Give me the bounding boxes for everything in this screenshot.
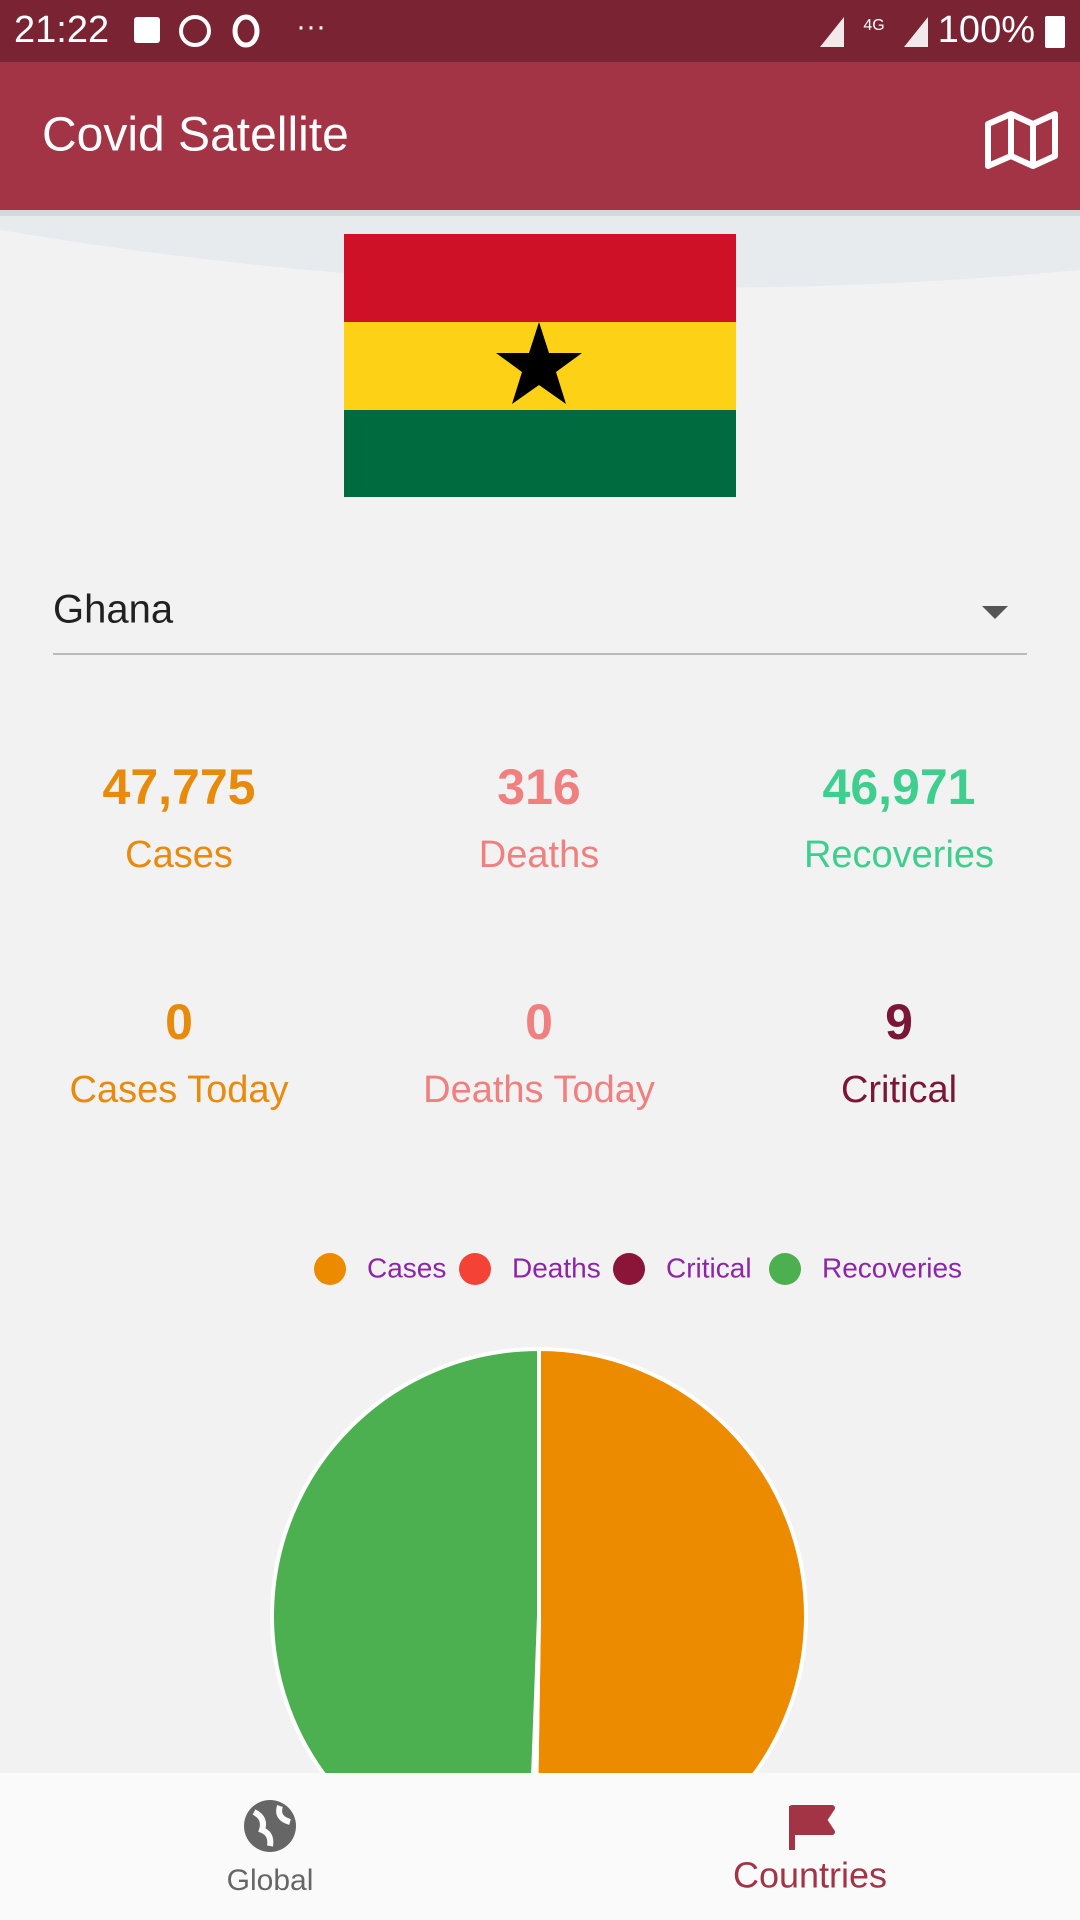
- global-icon-detail: [252, 1805, 291, 1847]
- flag-green: [344, 410, 736, 497]
- stat-value: 9: [885, 994, 913, 1050]
- stat-label: Recoveries: [804, 834, 994, 876]
- legend-marker: [613, 1253, 645, 1285]
- countries-icon[interactable]: [789, 1805, 835, 1850]
- flag-star: [496, 322, 582, 404]
- stat-value: 316: [497, 759, 580, 815]
- country-dropdown[interactable]: Ghana: [53, 588, 174, 632]
- flag-red: [344, 234, 736, 322]
- legend-label: Cases: [367, 1252, 446, 1283]
- stat-label: Deaths: [479, 834, 599, 876]
- more-icon: ···: [296, 10, 326, 43]
- nav-global[interactable]: Global: [227, 1864, 314, 1897]
- status-time: 21:22: [14, 9, 109, 51]
- legend-label: Critical: [666, 1252, 752, 1283]
- battery-level: 100%: [938, 9, 1035, 51]
- legend-label: Deaths: [512, 1252, 601, 1283]
- legend-marker: [459, 1253, 491, 1285]
- stat-value: 46,971: [823, 759, 976, 815]
- stat-label: Cases: [125, 834, 233, 876]
- network-type: 4G: [863, 17, 884, 34]
- gallery-icon: [134, 17, 160, 43]
- opera-icon: [232, 14, 260, 48]
- signal-icon: [820, 17, 844, 47]
- stat-label: Cases Today: [70, 1069, 289, 1111]
- stat-value: 0: [525, 994, 553, 1050]
- nav-countries[interactable]: Countries: [733, 1855, 887, 1896]
- legend-label: Recoveries: [822, 1252, 962, 1283]
- signal-icon: [904, 17, 928, 47]
- pie-chart: [270, 1346, 808, 1886]
- stat-label: Deaths Today: [423, 1069, 655, 1111]
- bottom-nav: [0, 1773, 1080, 1920]
- stat-value: 0: [165, 994, 193, 1050]
- stat-label: Critical: [841, 1069, 957, 1111]
- legend-marker: [314, 1253, 346, 1285]
- dropdown-arrow[interactable]: [982, 606, 1008, 619]
- legend-marker: [769, 1253, 801, 1285]
- battery-icon: [1045, 16, 1065, 48]
- whatsapp-icon: [179, 15, 211, 47]
- app-bar: [0, 62, 1080, 210]
- stat-value: 47,775: [103, 759, 256, 815]
- app-bar-shadow: [0, 210, 1080, 216]
- map-button[interactable]: [985, 111, 1058, 169]
- app-title: Covid Satellite: [42, 109, 349, 162]
